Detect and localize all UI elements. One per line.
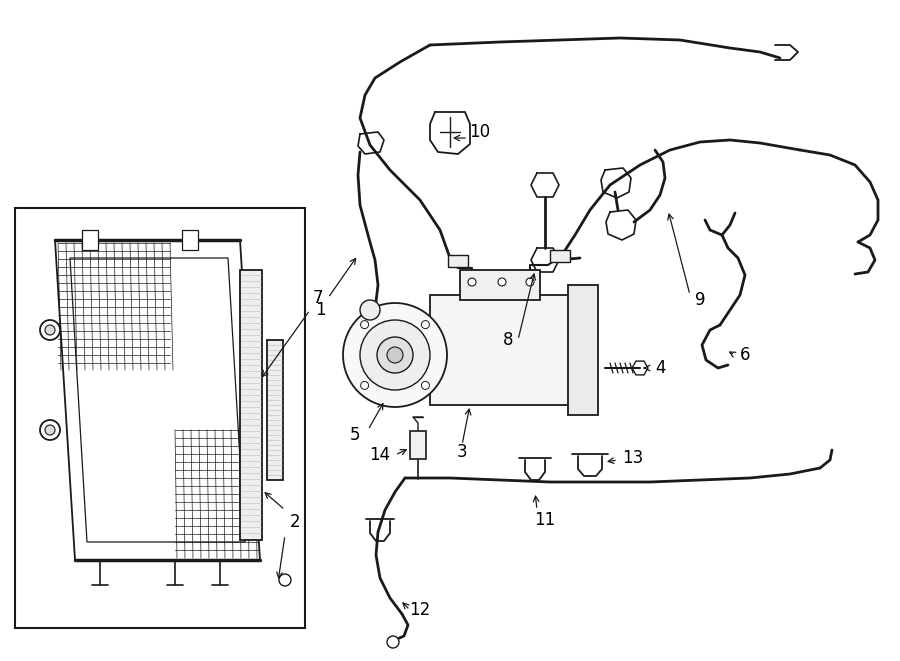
Bar (550, 250, 570, 262)
Bar (240, 270, 262, 540)
Circle shape (498, 278, 506, 286)
Bar (430, 295, 570, 405)
Text: 2: 2 (290, 513, 301, 531)
Bar (82, 230, 98, 250)
Text: 8: 8 (503, 331, 513, 349)
Bar (267, 340, 283, 480)
Text: 9: 9 (695, 291, 706, 309)
Bar (568, 285, 598, 415)
Text: 6: 6 (740, 346, 751, 364)
Circle shape (343, 303, 447, 407)
Bar (410, 431, 426, 459)
Circle shape (387, 636, 399, 648)
Circle shape (421, 321, 429, 329)
Circle shape (468, 278, 476, 286)
Circle shape (421, 381, 429, 389)
Text: 7: 7 (313, 289, 323, 307)
Text: 11: 11 (535, 511, 555, 529)
Circle shape (361, 321, 369, 329)
Circle shape (40, 320, 60, 340)
Bar (448, 255, 468, 267)
Bar (182, 230, 198, 250)
Text: 12: 12 (410, 601, 430, 619)
Circle shape (40, 420, 60, 440)
Circle shape (45, 425, 55, 435)
Bar (15, 208, 305, 628)
Circle shape (387, 347, 403, 363)
Text: 5: 5 (350, 426, 360, 444)
Text: 13: 13 (623, 449, 644, 467)
Text: 10: 10 (470, 123, 490, 141)
Text: 4: 4 (655, 359, 665, 377)
Circle shape (377, 337, 413, 373)
Circle shape (361, 381, 369, 389)
Text: 1: 1 (315, 301, 325, 319)
Circle shape (360, 320, 430, 390)
Circle shape (360, 300, 380, 320)
Circle shape (45, 325, 55, 335)
Circle shape (279, 574, 291, 586)
Circle shape (526, 278, 534, 286)
Text: 14: 14 (369, 446, 391, 464)
Text: 3: 3 (456, 443, 467, 461)
Bar (460, 270, 540, 300)
